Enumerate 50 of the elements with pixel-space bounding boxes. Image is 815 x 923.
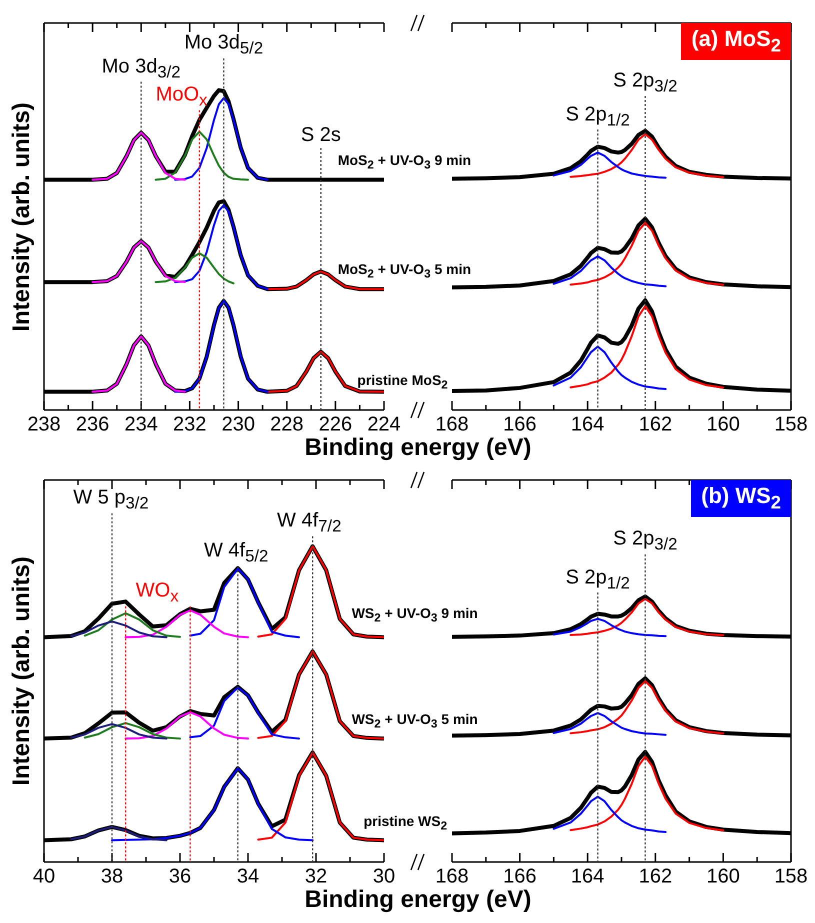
x-tick-label: 162 (638, 866, 672, 888)
y-axis-title: Intensity (arb. units) (8, 556, 36, 786)
text: Mo 3d$_{5/2}$ (184, 32, 264, 58)
x-tick-label: 38 (100, 866, 124, 888)
chart-title: (a) MoS$_{2}$ (681, 23, 791, 60)
x-tick-label: 164 (570, 414, 604, 436)
x-tick-label: 230 (222, 414, 255, 436)
x-tick-label: 158 (774, 414, 808, 436)
x-tick-label: 238 (27, 414, 61, 436)
annotation: WO$_{x}$ (136, 580, 179, 606)
text: S 2p$_{3/2}$ (613, 528, 678, 554)
annotation: MoS$_{2}$ + UV-O$_{3}$ 9 min (338, 152, 472, 172)
x-tick-label: 160 (706, 414, 740, 436)
x-tick-label: 36 (168, 866, 192, 888)
x-tick-label: 168 (435, 866, 469, 888)
x-tick-label: 166 (503, 414, 536, 436)
annotation: pristine WS$_{2}$ (364, 812, 448, 832)
x-tick-label: 232 (173, 414, 206, 436)
x-tick-label: 40 (32, 866, 56, 888)
text: Mo 3d$_{3/2}$ (102, 55, 181, 82)
x-tick-label: 164 (570, 866, 604, 888)
x-tick-label: 166 (503, 866, 536, 888)
annotation: pristine MoS$_{2}$ (357, 372, 448, 392)
x-tick-label: 158 (774, 866, 808, 888)
text: W 5 p$_{3/2}$ (73, 486, 149, 513)
x-tick-label: 162 (638, 414, 672, 436)
annotation: MoS$_{2}$ + UV-O$_{3}$ 5 min (338, 260, 472, 280)
annotation: WS$_{2}$ + UV-O$_{3}$ 9 min (352, 605, 478, 625)
annotation: S 2s (300, 124, 341, 146)
x-tick-label: 234 (124, 414, 158, 436)
x-tick-label: 168 (435, 414, 469, 436)
x-tick-label: 226 (318, 414, 352, 436)
chart-title: (b) WS$_{2}$ (691, 480, 791, 518)
x-tick-label: 30 (372, 866, 396, 888)
x-tick-label: 32 (304, 866, 328, 888)
text: S 2p$_{1/2}$ (566, 103, 630, 130)
text: S 2p$_{3/2}$ (613, 70, 678, 96)
annotation: W 4f$_{5/2}$ (204, 540, 268, 566)
annotation: MoO$_{x}$ (156, 84, 208, 110)
text: S 2p$_{1/2}$ (566, 566, 630, 592)
text: W 4f$_{7/2}$ (277, 510, 342, 536)
y-axis-title: Intensity (arb. units) (8, 102, 36, 332)
x-tick-label: 224 (367, 414, 401, 436)
x-tick-label: 236 (76, 414, 110, 436)
x-tick-label: 34 (236, 866, 260, 888)
x-tick-label: 228 (270, 414, 304, 436)
x-tick-label: 160 (706, 866, 740, 888)
x-axis-title: Binding energy (eV) (304, 886, 532, 914)
annotation: WS$_{2}$ + UV-O$_{3}$ 5 min (352, 710, 478, 730)
x-axis-title: Binding energy (eV) (304, 434, 532, 462)
